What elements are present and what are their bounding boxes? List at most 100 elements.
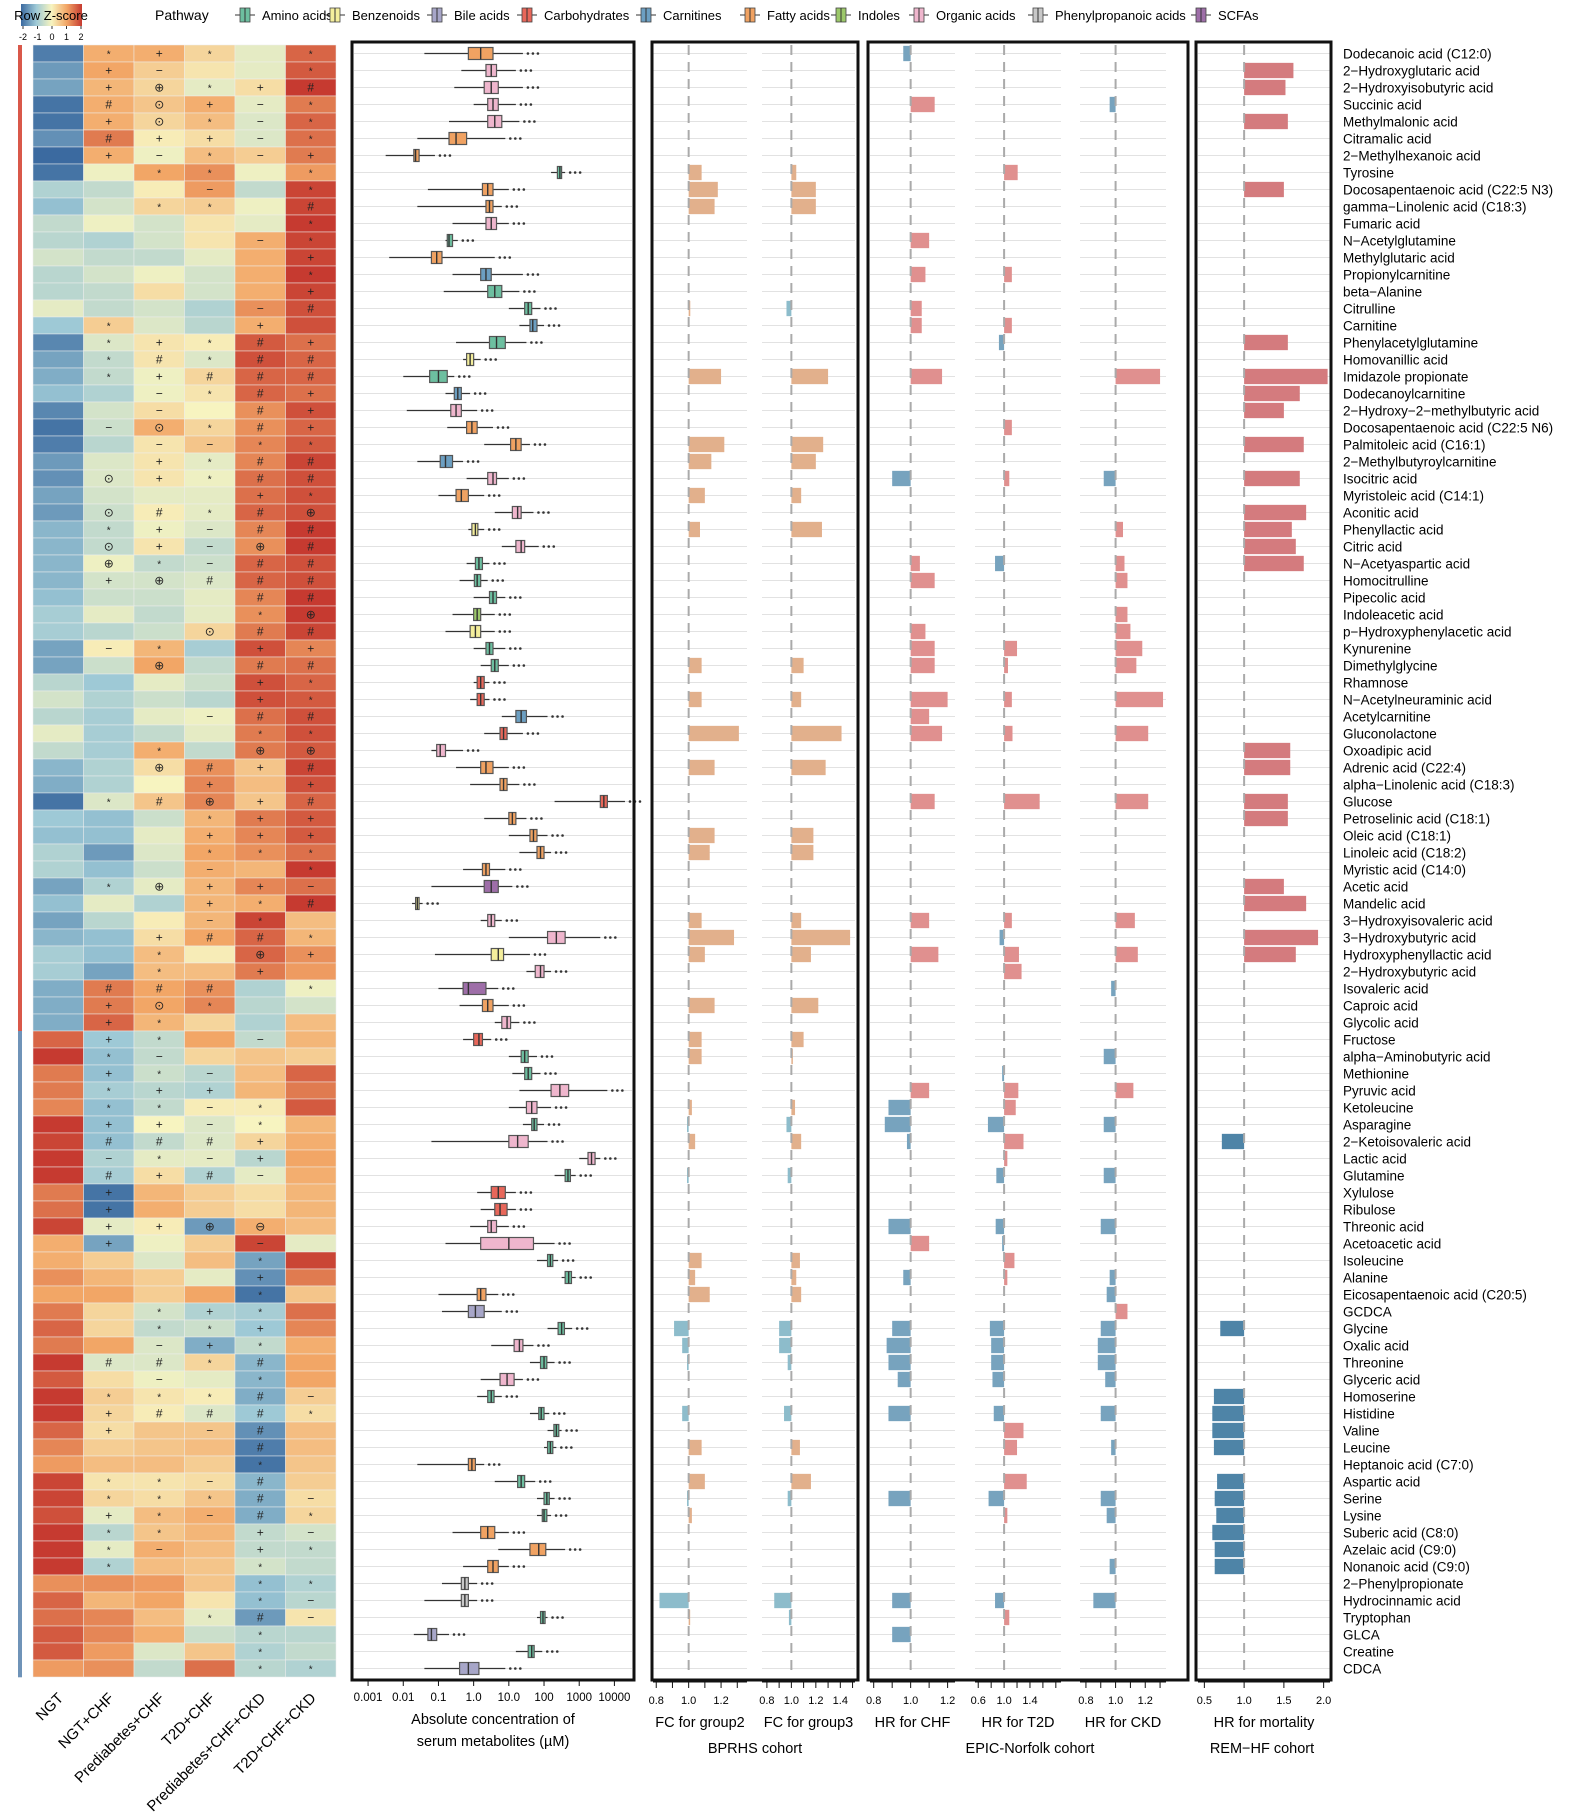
- cluster-bar: [18, 946, 22, 964]
- heatmap-cell: [184, 1540, 236, 1559]
- heatmap-cell: [32, 163, 84, 182]
- significance-symbol: +: [257, 880, 264, 894]
- cluster-bar: [18, 147, 22, 165]
- cluster-bar: [18, 844, 22, 862]
- heatmap-cell: [184, 1625, 236, 1644]
- significance-symbol: +: [257, 1271, 264, 1285]
- bar: [788, 1609, 792, 1626]
- heatmap-cell: [285, 1557, 337, 1576]
- cluster-bar: [18, 266, 22, 284]
- significance-symbol: −: [307, 1390, 314, 1404]
- legend-item-phenylpropanoic-acids: Phenylpropanoic acids: [1028, 7, 1186, 23]
- outlier-point: [471, 749, 475, 752]
- outlier-point: [609, 1157, 612, 1160]
- heatmap-cell: [133, 1285, 185, 1304]
- bar: [791, 657, 804, 674]
- outlier-point: [519, 596, 522, 599]
- legend-label: Phenylpropanoic acids: [1055, 8, 1186, 23]
- heatmap-cell: [133, 248, 185, 267]
- cluster-bar: [18, 402, 22, 420]
- significance-symbol: ⊕: [255, 744, 265, 758]
- significance-symbol: +: [156, 1084, 163, 1098]
- outlier-point: [501, 987, 505, 990]
- heatmap-cell: [32, 1472, 84, 1491]
- metabolite-label: Myristoleic acid (C14:1): [1343, 489, 1484, 504]
- significance-symbol: +: [257, 812, 264, 826]
- significance-symbol: *: [208, 118, 212, 129]
- cluster-bar: [18, 623, 22, 641]
- significance-symbol: ⊖: [255, 1220, 265, 1234]
- significance-symbol: +: [257, 1322, 264, 1336]
- heatmap-cell: [184, 231, 236, 250]
- outlier-point: [519, 868, 522, 871]
- bar: [1097, 1337, 1116, 1354]
- bar: [1212, 1405, 1245, 1422]
- heatmap-cell: [234, 180, 286, 199]
- outlier-point: [522, 1565, 526, 1568]
- heatmap-cell: [234, 248, 286, 267]
- outlier-point: [544, 1072, 547, 1075]
- metabolite-label: Phenylacetylglutamine: [1343, 336, 1478, 351]
- bar: [888, 1354, 911, 1371]
- cluster-bar: [18, 1269, 22, 1287]
- outlier-point: [514, 868, 517, 871]
- bar: [1004, 640, 1018, 657]
- heatmap-cell: [133, 860, 185, 879]
- cluster-bar: [18, 1184, 22, 1202]
- significance-symbol: +: [307, 387, 314, 401]
- outlier-point: [498, 681, 501, 684]
- outlier-point: [515, 1310, 519, 1313]
- bar: [688, 1031, 702, 1048]
- heatmap-cell: [234, 61, 286, 80]
- tick-label: 0.8: [649, 1695, 664, 1707]
- significance-symbol: +: [156, 1169, 163, 1183]
- tick-label: 1.0: [1236, 1695, 1251, 1707]
- significance-symbol: +: [257, 829, 264, 843]
- heatmap-cell: [184, 690, 236, 709]
- bar: [1212, 1524, 1245, 1541]
- heatmap-cell: [184, 401, 236, 420]
- outlier-point: [542, 545, 546, 548]
- bar: [1244, 946, 1296, 963]
- cluster-bar: [18, 929, 22, 947]
- heatmap-cell: [32, 78, 84, 97]
- heatmap-cell: [285, 1166, 337, 1185]
- outlier-point: [557, 324, 561, 327]
- bar: [1244, 113, 1288, 130]
- heatmap-cell: [234, 1081, 286, 1100]
- outlier-point: [559, 970, 563, 973]
- legend-label: SCFAs: [1218, 8, 1259, 23]
- metabolite-label: Kynurenine: [1343, 642, 1411, 657]
- bar: [791, 453, 816, 470]
- outlier-point: [512, 766, 516, 769]
- bar: [674, 1320, 689, 1337]
- outlier-point: [522, 222, 526, 225]
- box: [488, 335, 506, 350]
- heatmap-cell: [285, 1642, 337, 1661]
- bar: [910, 96, 935, 113]
- significance-symbol: −: [206, 557, 213, 571]
- bar: [791, 1252, 800, 1269]
- box: [436, 743, 447, 758]
- significance-symbol: *: [309, 101, 313, 112]
- metabolite-label: Methylmalonic acid: [1343, 115, 1458, 130]
- significance-symbol: *: [107, 1087, 111, 1098]
- heatmap-cell: [133, 1251, 185, 1270]
- outlier-point: [554, 970, 558, 973]
- significance-symbol: #: [257, 1407, 264, 1421]
- metabolite-label: alpha−Aminobutyric acid: [1343, 1050, 1490, 1065]
- bar: [1115, 623, 1131, 640]
- outlier-point: [575, 1327, 579, 1330]
- outlier-point: [493, 681, 496, 684]
- bar: [791, 844, 814, 861]
- heatmap-cell: [32, 1574, 84, 1593]
- cluster-bar: [18, 419, 22, 437]
- metabolite-label: Acetic acid: [1343, 880, 1408, 895]
- outlier-point: [559, 851, 563, 854]
- heatmap-cell: [32, 452, 84, 471]
- axis-title: serum metabolites (µM): [417, 1734, 570, 1750]
- outlier-point: [438, 154, 442, 157]
- metabolite-label: 3−Hydroxyisovaleric acid: [1343, 914, 1493, 929]
- heatmap-cell: [32, 214, 84, 233]
- outlier-point: [503, 613, 507, 616]
